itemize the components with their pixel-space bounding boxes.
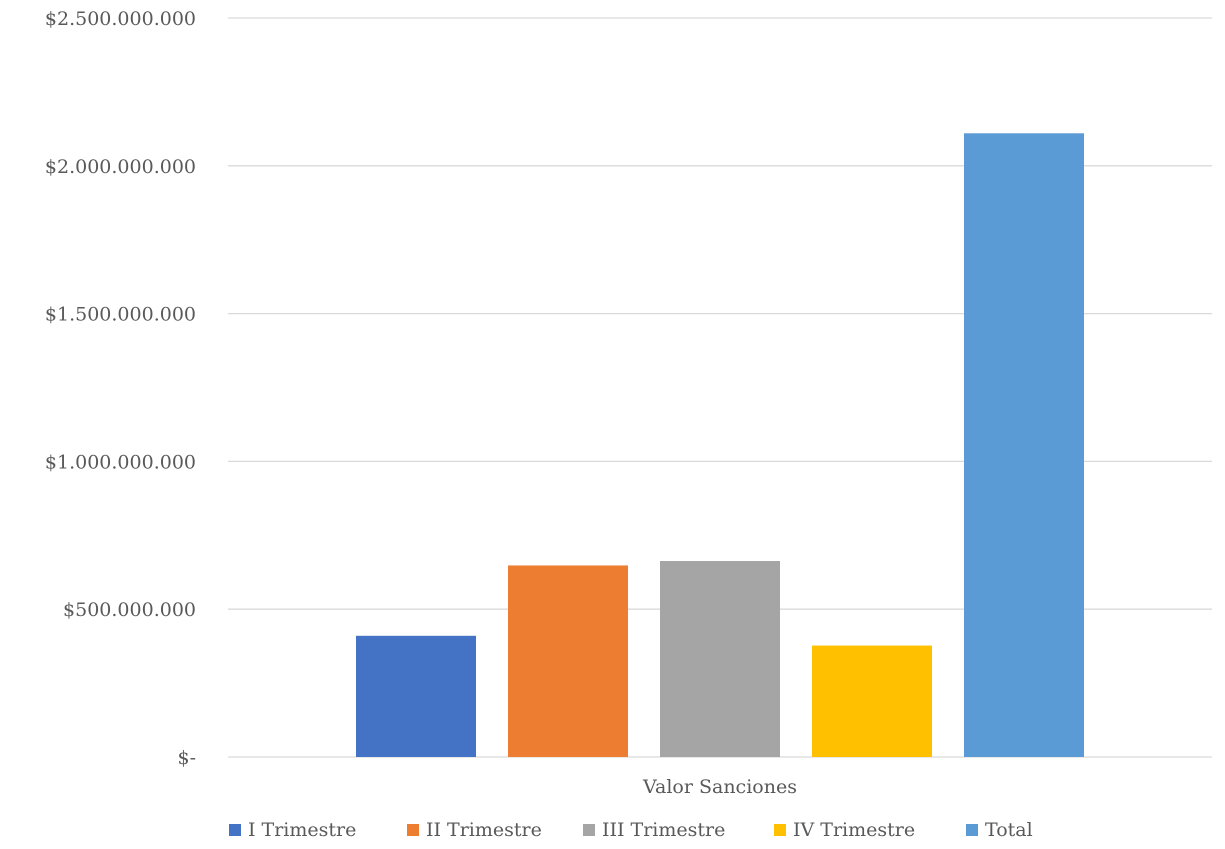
legend-swatch [966, 824, 978, 836]
y-tick-label: $1.500.000.000 [45, 304, 196, 326]
legend-swatch [774, 824, 786, 836]
legend-label: IV Trimestre [793, 819, 915, 841]
bar [508, 565, 628, 757]
bar [812, 645, 932, 757]
legend-label: Total [985, 819, 1033, 841]
legend: I Trimestre II Trimestre III Trimestre IV T… [229, 819, 1033, 841]
y-tick-label: $1.000.000.000 [45, 451, 196, 473]
bar [356, 635, 476, 757]
x-axis-categories: Valor Sanciones [642, 776, 797, 798]
x-category-label: Valor Sanciones [642, 776, 797, 798]
y-tick-label: $2.000.000.000 [45, 156, 196, 178]
bars [356, 133, 1084, 757]
bar [964, 133, 1084, 757]
y-tick-label: $- [177, 747, 196, 769]
bar [660, 561, 780, 757]
y-axis-ticks: $- $500.000.000 $1.000.000.000 $1.500.000.0… [45, 8, 196, 769]
legend-label: I Trimestre [248, 819, 356, 841]
y-tick-label: $2.500.000.000 [45, 8, 196, 30]
legend-swatch [229, 824, 241, 836]
legend-label: II Trimestre [426, 819, 542, 841]
legend-label: III Trimestre [602, 819, 725, 841]
y-tick-label: $500.000.000 [63, 599, 196, 621]
legend-swatch [583, 824, 595, 836]
legend-swatch [407, 824, 419, 836]
